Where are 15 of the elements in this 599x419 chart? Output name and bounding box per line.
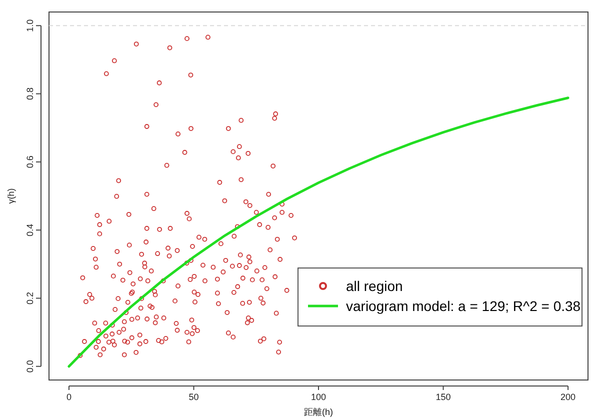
y-tick-label: 0.6 — [25, 156, 35, 168]
y-tick-label: 0.4 — [25, 224, 35, 236]
legend-label: variogram model: a = 129; R^2 = 0.38 — [346, 298, 581, 314]
x-axis-title: 距離(h) — [304, 407, 333, 417]
legend-label: all region — [346, 278, 403, 294]
x-tick-label: 200 — [560, 392, 576, 402]
y-tick-label: 0.2 — [25, 292, 35, 304]
y-tick-label: 0.0 — [25, 360, 35, 373]
x-tick-label: 150 — [436, 392, 451, 402]
y-axis-title: γ(h) — [6, 188, 16, 204]
x-tick-label: 50 — [188, 392, 199, 402]
y-tick-label: 1.0 — [25, 19, 35, 32]
x-tick-label: 0 — [66, 392, 72, 402]
y-tick-label: 0.8 — [25, 88, 35, 100]
x-tick-label: 100 — [310, 392, 326, 402]
